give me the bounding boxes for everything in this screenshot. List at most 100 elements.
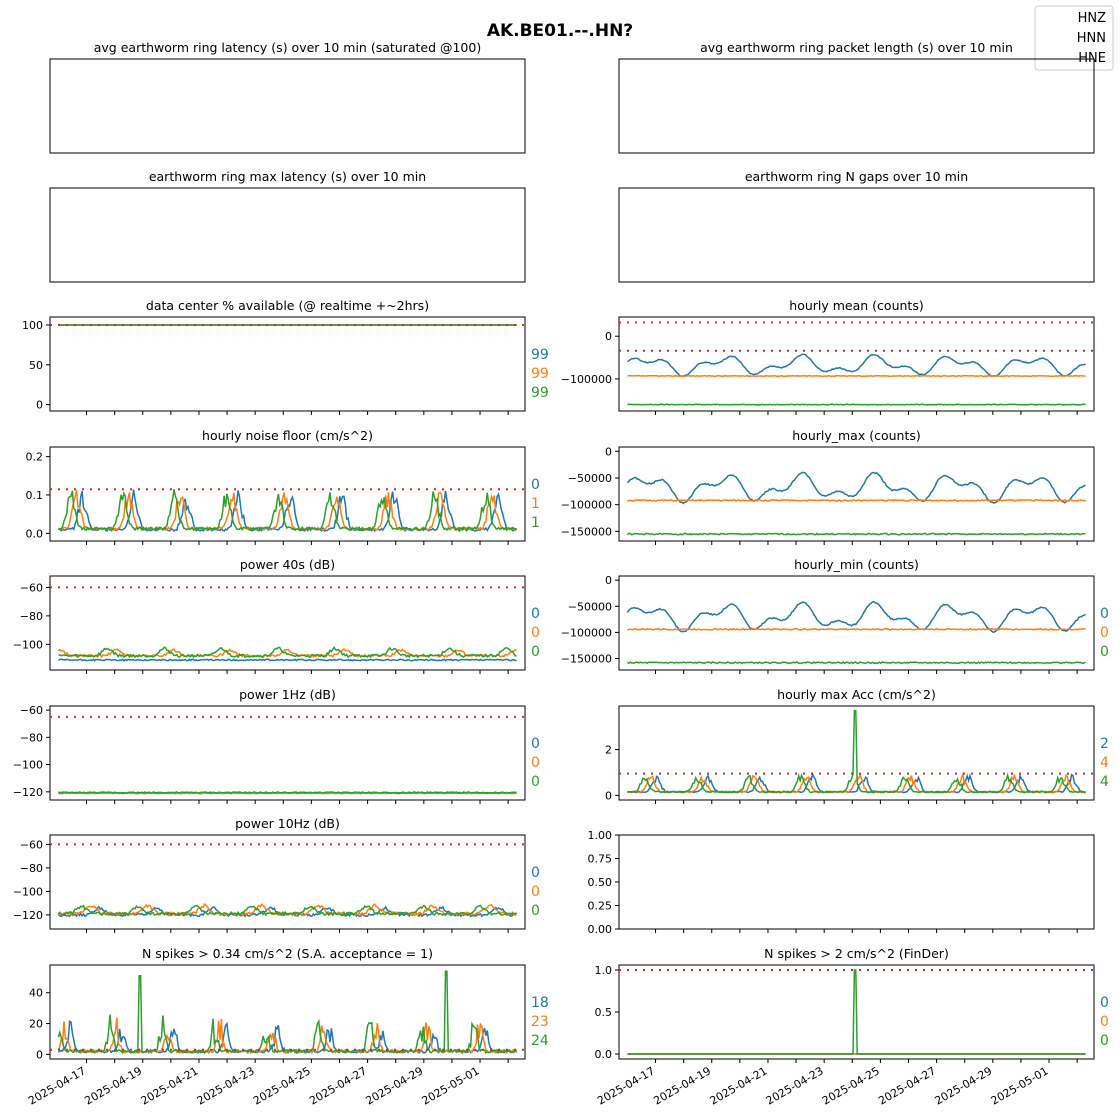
y-tick-label: 0 — [36, 399, 43, 412]
y-tick-label: 100 — [22, 319, 43, 332]
y-tick-label: 0.75 — [588, 853, 613, 866]
axes-frame — [618, 575, 1095, 671]
side-label-hnn: 0 — [1100, 1014, 1109, 1030]
side-label-hne: 0 — [1100, 644, 1109, 660]
y-tick-label: 0.25 — [588, 900, 613, 913]
axes-frame — [618, 834, 1095, 930]
axes-frame — [618, 316, 1095, 412]
side-label-hnz: 0 — [531, 477, 540, 493]
subplot-p2: earthworm ring max latency (s) over 10 m… — [49, 169, 526, 283]
side-label-hnz: 99 — [531, 347, 549, 363]
y-tick-label: −120 — [13, 909, 43, 922]
side-label-hnz: 0 — [1100, 995, 1109, 1011]
side-label-hnn: 0 — [531, 625, 540, 641]
subplot-p7: hourly_max (counts) 0 −50000 −100000 −150000 — [561, 428, 1095, 545]
x-tick-label: 2025-04-25 — [820, 1064, 882, 1107]
series-line-hnz — [627, 772, 1086, 794]
series-line-hne — [58, 489, 518, 532]
x-tick-label: 2025-05-01 — [989, 1064, 1051, 1107]
subplot-title: hourly_max (counts) — [792, 428, 921, 443]
subplot-title: avg earthworm ring latency (s) over 10 m… — [94, 40, 481, 55]
series-line-hnz — [58, 658, 517, 662]
subplot-title: power 1Hz (dB) — [239, 687, 336, 702]
y-tick-label: −150000 — [561, 653, 612, 666]
x-tick-label: 2025-04-27 — [307, 1064, 369, 1107]
y-tick-label: 50 — [29, 359, 43, 372]
y-tick-label: −80 — [20, 862, 43, 875]
subplot-p12: power 10Hz (dB) −60 −80 −100 −120 0 0 0 — [13, 816, 540, 933]
x-tick-label: 2025-04-23 — [195, 1064, 257, 1107]
x-tick-label: 2025-04-29 — [363, 1064, 425, 1107]
subplot-p11: hourly max Acc (cm/s^2) 0 2 2 4 4 — [605, 687, 1109, 804]
axes-frame — [49, 58, 526, 154]
side-label-hnn: 23 — [531, 1014, 549, 1030]
y-tick-label: −100 — [13, 759, 43, 772]
y-tick-label: 0 — [605, 574, 612, 587]
axes-frame — [49, 316, 526, 412]
y-tick-label: 20 — [29, 1018, 43, 1031]
side-label-hne: 24 — [531, 1033, 549, 1049]
y-tick-label: −50000 — [568, 600, 612, 613]
side-label-hne: 99 — [531, 385, 549, 401]
y-tick-label: 0.1 — [26, 489, 44, 502]
series-line-hne — [58, 791, 517, 794]
y-tick-label: −60 — [20, 581, 43, 594]
subplot-p0: avg earthworm ring latency (s) over 10 m… — [49, 40, 526, 154]
y-tick-label: 0 — [605, 445, 612, 458]
y-tick-label: −80 — [20, 731, 43, 744]
series-line-hnz — [627, 353, 1086, 377]
subplot-p14: N spikes > 0.34 cm/s^2 (S.A. acceptance … — [26, 946, 549, 1108]
legend: HNZ HNN HNE — [1034, 5, 1114, 71]
legend-entry-hnz: HNZ — [1078, 11, 1107, 26]
y-tick-label: 0.50 — [588, 876, 613, 889]
series-line-hne — [627, 709, 1086, 794]
subplot-p8: power 40s (dB) −60 −80 −100 0 0 0 — [13, 557, 540, 674]
x-tick-label: 2025-04-21 — [708, 1064, 770, 1107]
subplot-p6: hourly noise floor (cm/s^2) 0.0 0.1 0.2 0 1 1 — [26, 428, 540, 545]
y-tick-label: −100000 — [561, 373, 612, 386]
axes-frame — [49, 575, 526, 671]
y-tick-label: 0 — [605, 330, 612, 343]
subplot-title: earthworm ring max latency (s) over 10 m… — [149, 169, 426, 184]
series-line-hne — [58, 646, 517, 659]
x-tick-label: 2025-04-17 — [26, 1064, 88, 1107]
subplot-title: N spikes > 2 cm/s^2 (FinDer) — [764, 946, 949, 961]
y-tick-label: 1.0 — [595, 964, 613, 977]
series-line-hne — [626, 660, 1086, 665]
subplot-p3: earthworm ring N gaps over 10 min — [618, 169, 1095, 283]
subplot-title: hourly max Acc (cm/s^2) — [777, 687, 936, 702]
subplot-title: N spikes > 0.34 cm/s^2 (S.A. acceptance … — [142, 946, 433, 961]
subplot-p10: power 1Hz (dB) −60 −80 −100 −120 0 0 0 — [13, 687, 540, 804]
series-line-hnn — [58, 490, 518, 532]
subplot-p13: 0.00 0.25 0.50 0.75 1.00 — [588, 829, 1095, 936]
axes-frame — [49, 446, 526, 542]
side-label-hnz: 0 — [531, 865, 540, 881]
y-tick-label: −100000 — [561, 499, 612, 512]
axes-frame — [49, 964, 526, 1060]
series-line-hnn — [627, 374, 1086, 378]
y-tick-label: −60 — [20, 838, 43, 851]
subplot-title: hourly noise floor (cm/s^2) — [202, 428, 373, 443]
y-tick-label: 40 — [29, 987, 43, 1000]
side-label-hne: 0 — [1100, 1033, 1109, 1049]
y-tick-label: −120 — [13, 786, 43, 799]
x-tick-label: 2025-04-29 — [932, 1064, 994, 1107]
series-line-hnn — [627, 627, 1086, 631]
y-tick-label: 0.2 — [26, 451, 44, 464]
side-label-hnn: 0 — [531, 755, 540, 771]
series-line-hne — [57, 970, 517, 1055]
y-tick-label: −100 — [13, 638, 43, 651]
side-label-hnz: 0 — [531, 736, 540, 752]
x-tick-label: 2025-04-17 — [595, 1064, 657, 1107]
axes-frame — [618, 58, 1095, 154]
x-tick-label: 2025-04-23 — [764, 1064, 826, 1107]
x-tick-label: 2025-04-19 — [82, 1064, 144, 1107]
side-label-hne: 0 — [531, 903, 540, 919]
y-tick-label: 0.5 — [595, 1006, 613, 1019]
side-label-hne: 0 — [531, 774, 540, 790]
subplot-p1: avg earthworm ring packet length (s) ove… — [618, 40, 1095, 154]
figure-title: AK.BE01.--.HN? — [487, 21, 633, 41]
side-label-hne: 1 — [531, 515, 540, 531]
side-label-hnn: 0 — [1100, 625, 1109, 641]
side-label-hnn: 1 — [531, 496, 540, 512]
